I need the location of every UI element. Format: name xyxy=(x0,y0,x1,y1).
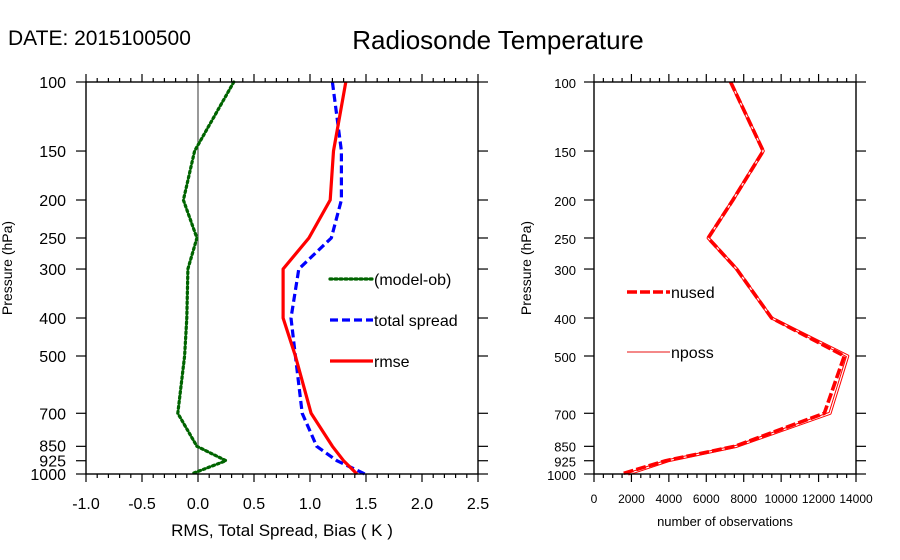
chart-title: Radiosonde Temperature xyxy=(352,25,643,55)
legend-item: nused xyxy=(627,285,715,302)
y-tick-label: 925 xyxy=(554,455,576,470)
plot-frame xyxy=(85,81,479,475)
series-line-rmse xyxy=(281,81,359,476)
y-tick-label: 700 xyxy=(39,406,66,423)
y-tick-label: 200 xyxy=(39,193,66,210)
x-axis-label: number of observations xyxy=(657,514,793,529)
x-tick-label: 14000 xyxy=(839,492,873,506)
legend: (model-ob) total spread rmse xyxy=(328,272,458,371)
x-tick-label: 4000 xyxy=(656,492,683,506)
y-tick-label: 925 xyxy=(39,454,66,471)
y-tick-label: 250 xyxy=(39,231,66,248)
x-tick-label: 2.5 xyxy=(467,496,489,513)
x-tick-label: 0.5 xyxy=(243,496,265,513)
x-axis-label: RMS, Total Spread, Bias ( K ) xyxy=(171,521,393,540)
right-panel: 0 2000 4000 6000 8000 10000 12000 14000 number o… xyxy=(518,74,873,529)
x-tick-label: -1.0 xyxy=(72,496,100,513)
y-axis-label: Pressure (hPa) xyxy=(0,221,15,315)
legend-label: (model-ob) xyxy=(374,272,451,289)
x-tick-label: 10000 xyxy=(764,492,798,506)
y-tick-label: 100 xyxy=(39,75,66,92)
y-tick-label: 850 xyxy=(554,439,576,454)
legend-item: (model-ob) xyxy=(328,272,451,289)
series-line--model-ob- xyxy=(176,80,236,476)
y-tick-label: 1000 xyxy=(30,467,66,484)
series-line-total-spread xyxy=(289,81,366,476)
y-tick-label: 150 xyxy=(39,144,66,161)
x-tick-label: 2000 xyxy=(618,492,645,506)
x-tick-label: 1.5 xyxy=(355,496,377,513)
y-tick-label: 700 xyxy=(554,407,576,422)
x-tick-label: 1.0 xyxy=(299,496,321,513)
x-tick-label: 0.0 xyxy=(187,496,209,513)
y-tick-label: 850 xyxy=(39,438,66,455)
y-tick-label: 250 xyxy=(554,232,576,247)
x-tick-label: 2.0 xyxy=(411,496,433,513)
legend-label: nposs xyxy=(671,345,714,362)
y-tick-label: 100 xyxy=(554,76,576,91)
y-tick-label: 150 xyxy=(554,145,576,160)
y-tick-label: 1000 xyxy=(547,468,576,483)
y-tick-label: 400 xyxy=(554,312,576,327)
legend-label: rmse xyxy=(374,354,410,371)
legend-item: rmse xyxy=(330,354,410,371)
y-tick-label: 400 xyxy=(39,311,66,328)
legend-item: nposs xyxy=(627,345,714,362)
x-tick-label: 12000 xyxy=(802,492,836,506)
x-tick-label: 8000 xyxy=(730,492,757,506)
y-tick-label: 300 xyxy=(39,262,66,279)
legend-item: total spread xyxy=(330,313,458,330)
date-label: DATE: 2015100500 xyxy=(8,27,191,50)
legend-label: nused xyxy=(671,285,715,302)
y-axis-label: Pressure (hPa) xyxy=(518,221,534,315)
y-tick-label: 500 xyxy=(39,349,66,366)
y-tick-label: 500 xyxy=(554,350,576,365)
legend-label: total spread xyxy=(374,313,458,330)
y-tick-label: 200 xyxy=(554,194,576,209)
y-tick-label: 300 xyxy=(554,263,576,278)
left-panel: -1.0 -0.5 0.0 0.5 1.0 1.5 2.0 2.5 RMS, Total Spr… xyxy=(0,74,489,540)
series-line-nused xyxy=(620,81,847,476)
legend: nused nposs xyxy=(627,285,715,362)
x-tick-label: 6000 xyxy=(693,492,720,506)
x-tick-label: 0 xyxy=(591,492,598,506)
x-tick-label: -0.5 xyxy=(128,496,156,513)
